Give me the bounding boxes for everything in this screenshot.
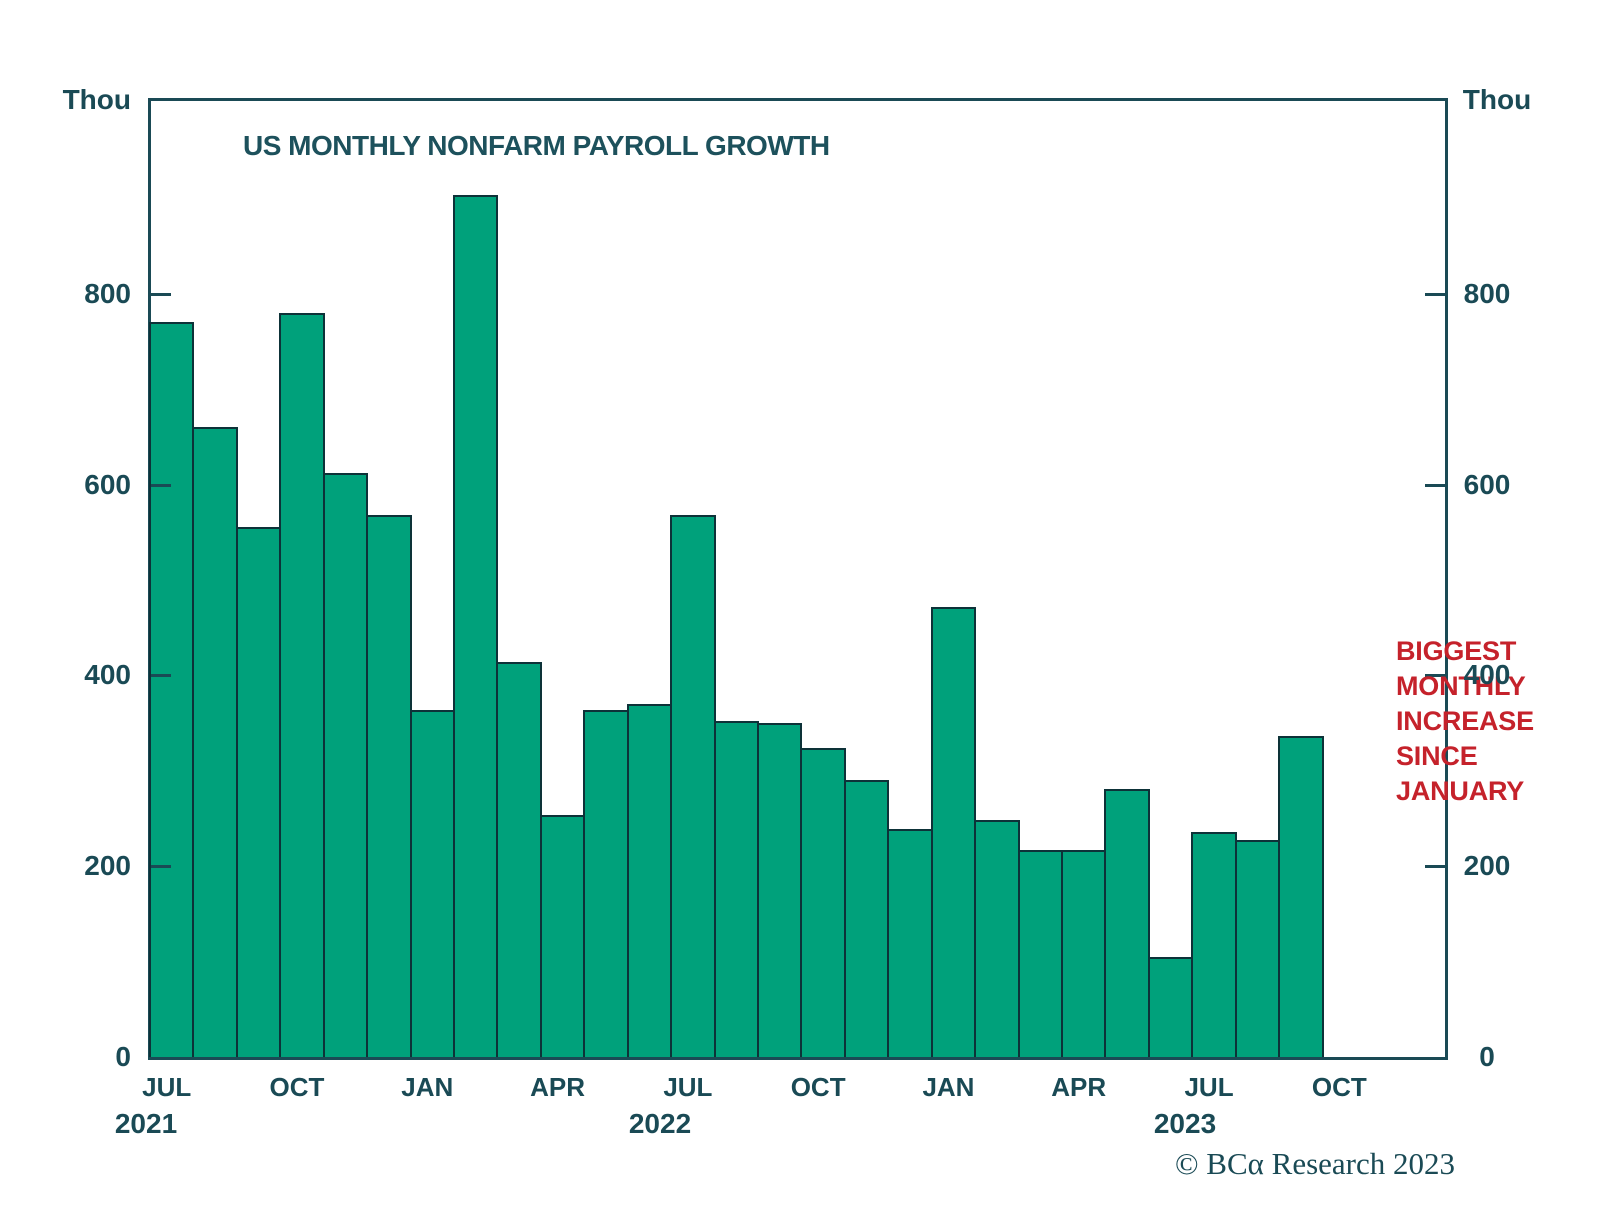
bar-aug-2023: [1234, 840, 1281, 1057]
year-label-2022: 2022: [628, 1108, 692, 1139]
y-tick-right-200: [1425, 865, 1445, 869]
bar-oct-2021: [279, 313, 325, 1057]
bar-oct-2022: [800, 748, 846, 1057]
bar-jul-2021: [149, 322, 195, 1057]
y-axis-label-right-800: 800: [1463, 277, 1511, 309]
bar-dec-2022: [887, 829, 933, 1057]
bar-jan-2022: [409, 710, 455, 1057]
bar-may-2022: [583, 710, 629, 1057]
y-axis-unit-left: Thou: [62, 84, 131, 115]
x-axis-label-apr-21: APR: [1051, 1072, 1107, 1102]
bar-nov-2021: [322, 473, 369, 1057]
x-axis-label-oct-27: OCT: [1311, 1072, 1367, 1102]
x-axis-label-jul-24: JUL: [1184, 1072, 1234, 1102]
y-axis-label-right-200: 200: [1463, 850, 1511, 882]
y-tick-right-400: [1425, 674, 1445, 678]
x-axis-label-oct-15: OCT: [790, 1072, 846, 1102]
bar-apr-2023: [1061, 850, 1107, 1057]
y-axis-label-right-0: 0: [1479, 1041, 1495, 1072]
y-tick-left-800: [151, 292, 171, 296]
y-axis-label-left-200: 200: [84, 850, 131, 882]
plot-area: BIGGEST MONTHLY INCREASE SINCE JANUARY: [148, 98, 1534, 1060]
bar-feb-2022: [453, 195, 499, 1057]
x-axis-label-jul-0: JUL: [142, 1072, 192, 1102]
annotation-line: INCREASE: [1396, 706, 1534, 736]
bar-jul-2022: [670, 515, 716, 1057]
bar-jun-2023: [1147, 957, 1194, 1057]
copyright-bca-research: © BCα Research 2023: [1175, 1146, 1455, 1181]
bar-jun-2022: [626, 704, 673, 1057]
bar-mar-2022: [496, 662, 542, 1057]
annotation-biggest-increase: BIGGEST MONTHLY INCREASE SINCE JANUARY: [1396, 634, 1534, 809]
bar-feb-2023: [974, 820, 1020, 1057]
bar-sep-2023: [1278, 736, 1324, 1057]
y-axis-label-left-800: 800: [84, 277, 131, 309]
bar-aug-2021: [192, 427, 238, 1057]
bar-sep-2021: [235, 527, 282, 1057]
x-axis-label-jan-18: JAN: [922, 1072, 975, 1102]
bar-may-2023: [1104, 789, 1150, 1057]
annotation-line: MONTHLY: [1396, 671, 1526, 701]
y-tick-left-200: [151, 865, 171, 869]
bar-jan-2023: [930, 607, 977, 1057]
bar-mar-2023: [1017, 850, 1064, 1057]
bar-dec-2021: [366, 515, 412, 1057]
y-tick-left-400: [151, 674, 171, 678]
x-axis-label-oct-3: OCT: [269, 1072, 325, 1102]
y-tick-left-600: [151, 483, 171, 487]
y-axis-unit-right: Thou: [1462, 84, 1532, 115]
bar-sep-2022: [757, 723, 803, 1057]
bar-jul-2023: [1191, 832, 1237, 1057]
x-axis-label-jul-12: JUL: [663, 1072, 713, 1102]
y-axis-label-left-0: 0: [115, 1041, 131, 1072]
bar-nov-2022: [843, 780, 890, 1057]
bar-apr-2022: [539, 815, 586, 1057]
year-label-2023: 2023: [1153, 1108, 1217, 1139]
x-axis-label-jan-6: JAN: [401, 1072, 454, 1102]
x-axis-label-apr-9: APR: [530, 1072, 586, 1102]
y-tick-right-800: [1425, 292, 1445, 296]
year-label-2021: 2021: [114, 1108, 178, 1139]
y-tick-right-600: [1425, 483, 1445, 487]
annotation-line: SINCE: [1396, 741, 1478, 771]
y-axis-label-left-600: 600: [84, 468, 131, 500]
bars-container: [149, 101, 1445, 1057]
y-axis-label-right-400: 400: [1463, 659, 1511, 691]
bar-aug-2022: [713, 721, 759, 1057]
y-axis-label-left-400: 400: [84, 659, 131, 691]
chart-title: US MONTHLY NONFARM PAYROLL GROWTH: [243, 130, 830, 161]
y-axis-label-right-600: 600: [1463, 468, 1511, 500]
annotation-line: JANUARY: [1396, 776, 1525, 806]
annotation-line: BIGGEST: [1396, 636, 1517, 666]
